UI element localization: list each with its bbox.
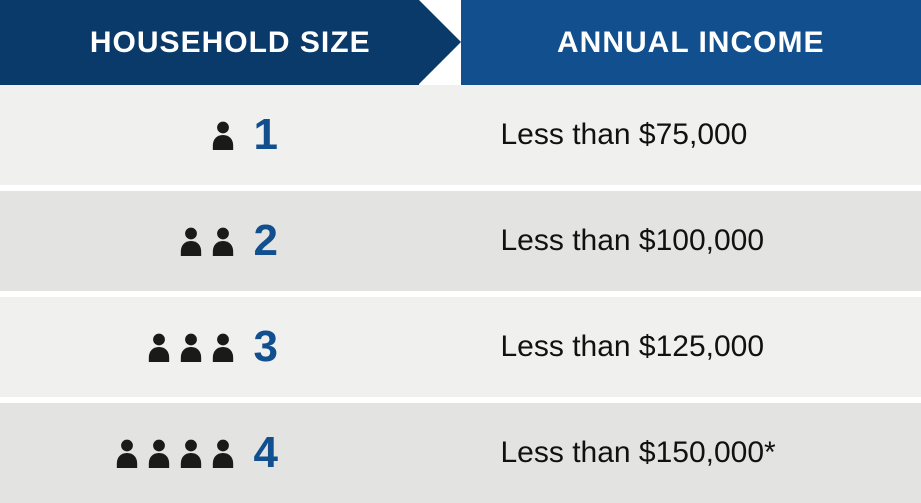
annual-income-text: Less than $125,000 bbox=[501, 330, 765, 364]
table-header: HOUSEHOLD SIZE ANNUAL INCOME bbox=[0, 0, 921, 85]
annual-income-text: Less than $100,000 bbox=[501, 224, 765, 258]
table-body: 1 Less than $75,000 2 Less than $100,000 3… bbox=[0, 85, 921, 503]
person-icon bbox=[114, 438, 140, 468]
annual-income-cell: Less than $125,000 bbox=[461, 330, 921, 364]
person-icon bbox=[210, 438, 236, 468]
table-row: 1 Less than $75,000 bbox=[0, 85, 921, 185]
household-size-number: 3 bbox=[254, 322, 286, 372]
household-size-cell: 2 bbox=[0, 216, 461, 266]
header-right-text: ANNUAL INCOME bbox=[557, 26, 824, 60]
header-annual-income: ANNUAL INCOME bbox=[461, 0, 921, 85]
household-size-number: 2 bbox=[254, 216, 286, 266]
table-row: 2 Less than $100,000 bbox=[0, 191, 921, 291]
person-icons bbox=[114, 438, 236, 468]
household-size-number: 1 bbox=[254, 110, 286, 160]
person-icons bbox=[210, 120, 236, 150]
annual-income-text: Less than $75,000 bbox=[501, 118, 748, 152]
person-icon bbox=[210, 226, 236, 256]
household-size-cell: 1 bbox=[0, 110, 461, 160]
table-row: 4 Less than $150,000* bbox=[0, 403, 921, 503]
person-icons bbox=[178, 226, 236, 256]
annual-income-text: Less than $150,000* bbox=[501, 436, 776, 470]
household-size-cell: 3 bbox=[0, 322, 461, 372]
header-left-text: HOUSEHOLD SIZE bbox=[90, 26, 371, 60]
income-table: HOUSEHOLD SIZE ANNUAL INCOME 1 Less than … bbox=[0, 0, 921, 503]
person-icon bbox=[178, 226, 204, 256]
table-row: 3 Less than $125,000 bbox=[0, 297, 921, 397]
person-icon bbox=[210, 120, 236, 150]
person-icon bbox=[178, 438, 204, 468]
household-size-cell: 4 bbox=[0, 428, 461, 478]
person-icon bbox=[146, 438, 172, 468]
person-icon bbox=[146, 332, 172, 362]
header-household-size: HOUSEHOLD SIZE bbox=[0, 0, 461, 85]
annual-income-cell: Less than $100,000 bbox=[461, 224, 921, 258]
person-icons bbox=[146, 332, 236, 362]
person-icon bbox=[178, 332, 204, 362]
household-size-number: 4 bbox=[254, 428, 286, 478]
annual-income-cell: Less than $75,000 bbox=[461, 118, 921, 152]
annual-income-cell: Less than $150,000* bbox=[461, 436, 921, 470]
person-icon bbox=[210, 332, 236, 362]
